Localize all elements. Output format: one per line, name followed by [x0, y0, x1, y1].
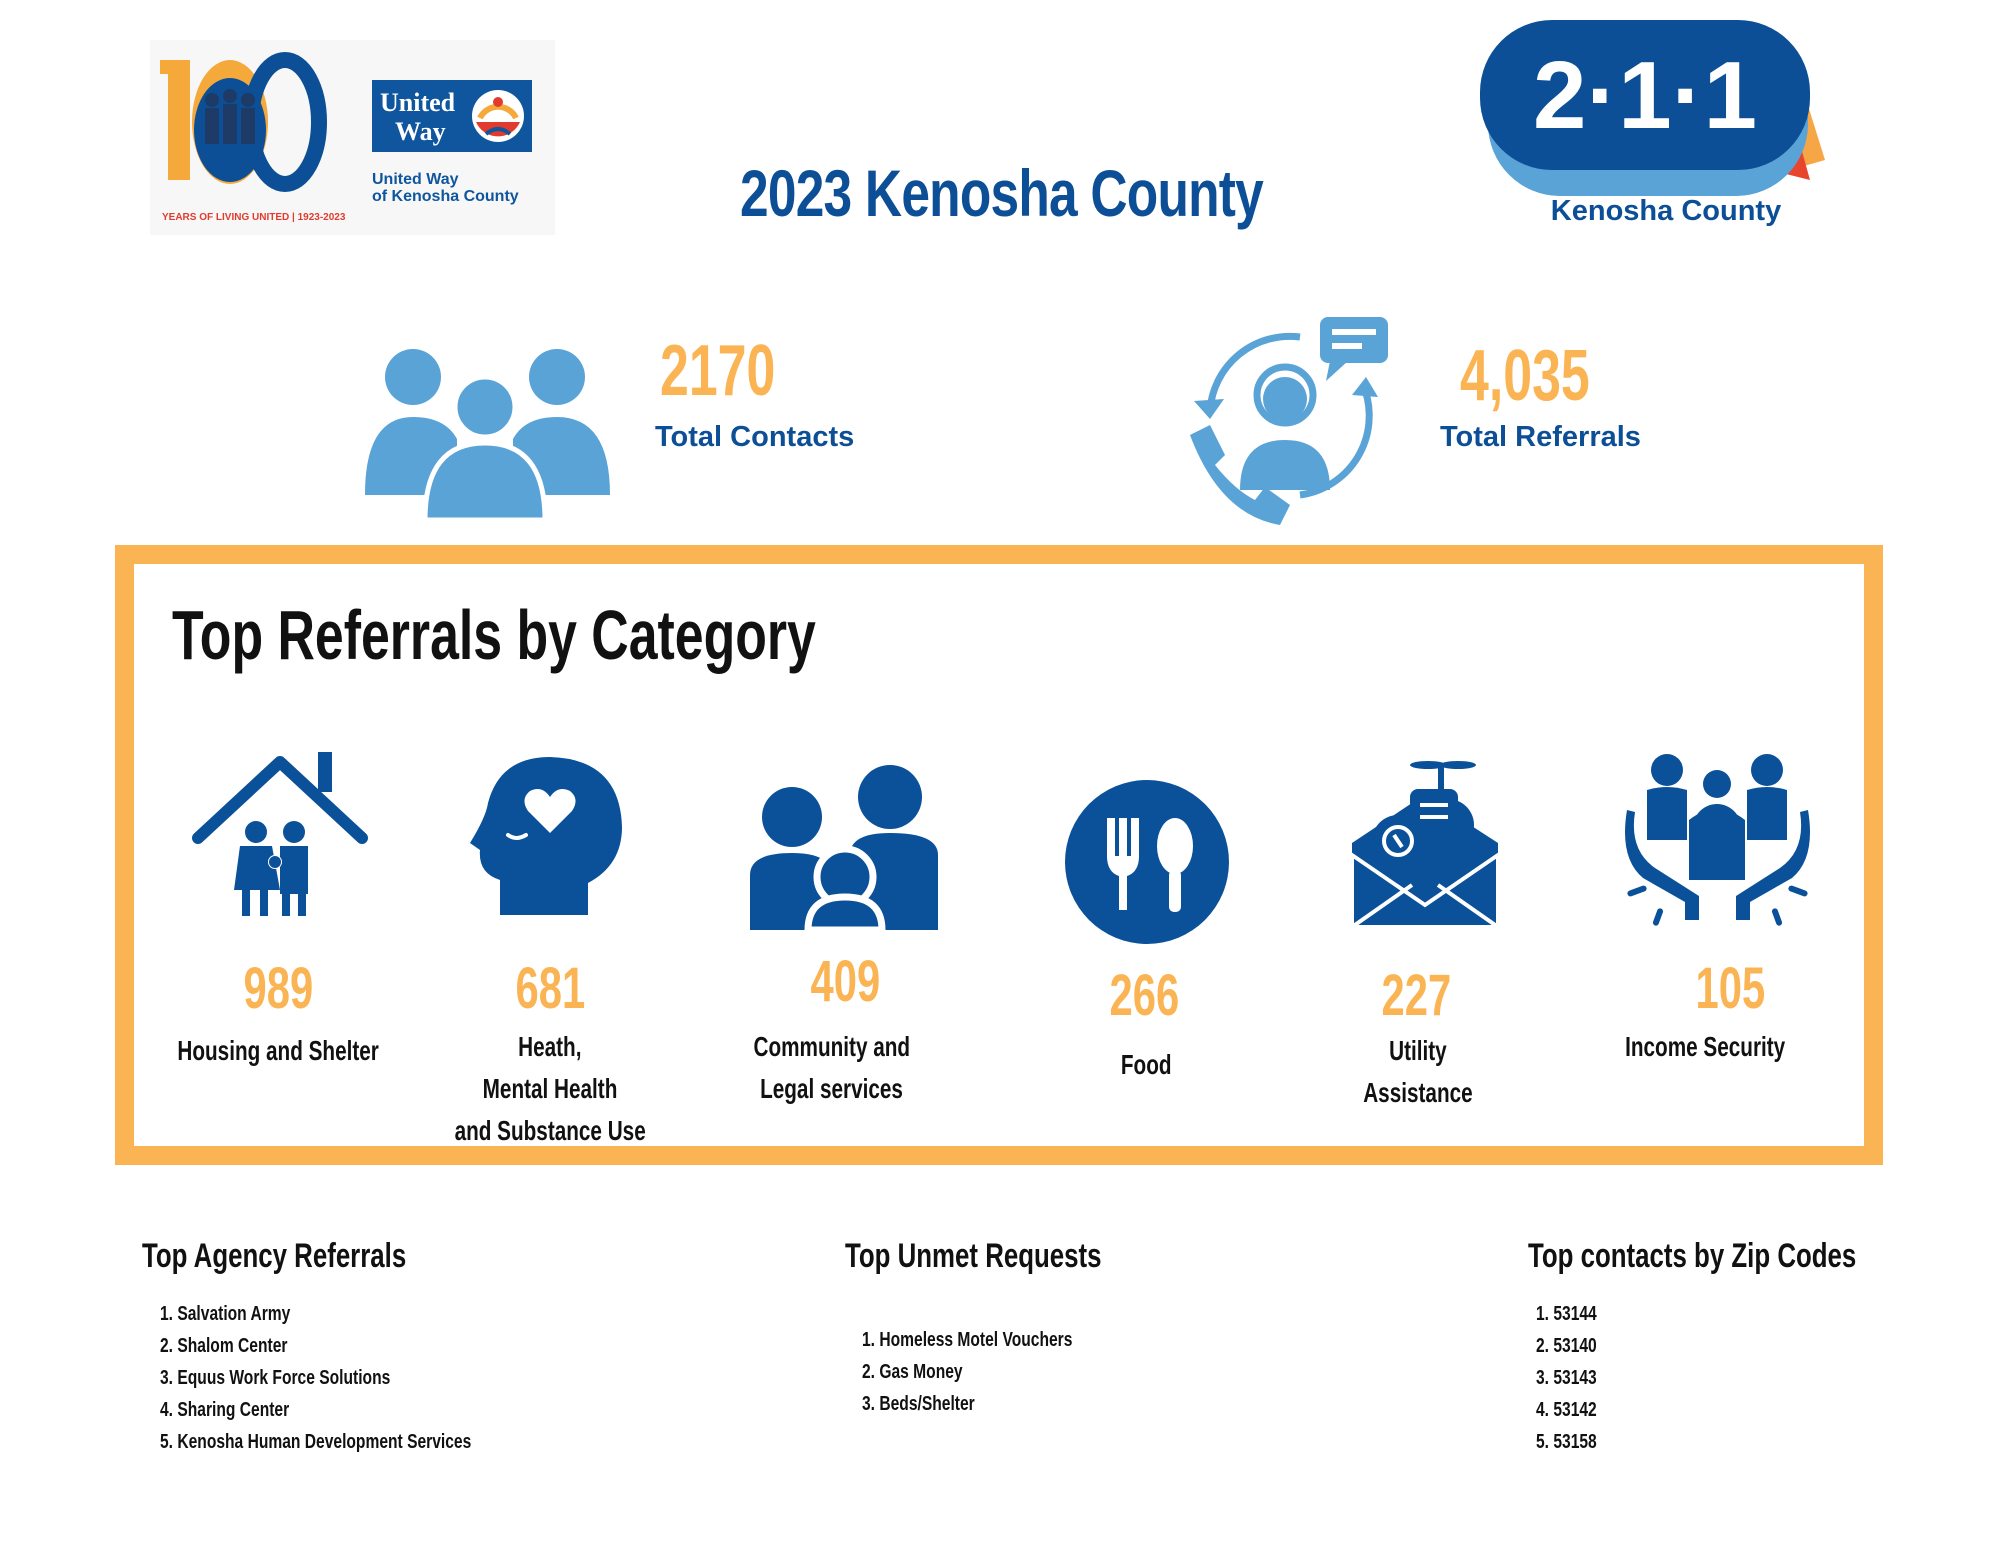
total-contacts-label: Total Contacts: [655, 421, 855, 453]
list-item: 3. 53143: [1536, 1367, 1597, 1389]
head-heart-icon: [470, 755, 625, 925]
list-item: 5. Kenosha Human Development Services: [160, 1431, 472, 1453]
zip-codes-list: 1. 53144 2. 53140 3. 53143 4. 53142 5. 5…: [1536, 1298, 1614, 1458]
unmet-requests-list: 1. Homeless Motel Vouchers 2. Gas Money …: [862, 1324, 1132, 1420]
people-group-icon: [365, 335, 610, 525]
united-way-logo-graphic: United Way United Way of Kenosha County …: [160, 52, 532, 223]
utility-envelope-icon: [1350, 755, 1500, 940]
list-item: 2. Gas Money: [862, 1361, 963, 1383]
top-referrals-panel: [115, 545, 1883, 1165]
uw-org-line1: United Way: [372, 171, 459, 188]
category-value-food: 266: [1109, 963, 1179, 1028]
list-item: 1. Salvation Army: [160, 1303, 291, 1325]
category-value-housing: 989: [243, 956, 313, 1021]
category-label-food: Food: [1120, 1049, 1172, 1080]
family-icon: [750, 765, 940, 935]
list-item: 5. 53158: [1536, 1431, 1597, 1453]
agency-referrals-title: Top Agency Referrals: [142, 1237, 407, 1275]
uw-brand-line2: Way: [395, 117, 446, 146]
category-value-utility: 227: [1381, 963, 1451, 1028]
logo-211-graphic: 2·1·1 Kenosha County: [1480, 20, 1825, 227]
fork-spoon-icon: [1065, 780, 1230, 950]
total-referrals-label: Total Referrals: [1440, 421, 1641, 453]
call-agent-icon: [1180, 315, 1395, 535]
uw-brand-line1: United: [380, 88, 456, 117]
list-item: 1. 53144: [1536, 1303, 1597, 1325]
list-item: 3. Equus Work Force Solutions: [160, 1367, 391, 1389]
united-way-100-years-logo: United Way United Way of Kenosha County …: [150, 40, 555, 235]
uw-org-line2: of Kenosha County: [372, 188, 519, 205]
list-item: 4. 53142: [1536, 1399, 1597, 1421]
category-value-income: 105: [1695, 956, 1765, 1021]
zip-codes-title: Top contacts by Zip Codes: [1528, 1237, 1857, 1275]
category-label-income: Income Security: [1624, 1031, 1786, 1062]
agency-referrals-list: 1. Salvation Army 2. Shalom Center 3. Eq…: [160, 1298, 559, 1458]
list-item: 2. 53140: [1536, 1335, 1597, 1357]
total-referrals-value: 4,035: [1460, 336, 1590, 416]
category-label-utility: Utility Assistance: [1363, 1035, 1473, 1108]
family-home-icon: [190, 750, 370, 925]
list-item: 3. Beds/Shelter: [862, 1393, 975, 1415]
total-contacts-value: 2170: [660, 331, 776, 411]
category-label-housing: Housing and Shelter: [177, 1035, 379, 1066]
logo-211: 2·1·1 Kenosha County: [1470, 20, 1850, 240]
logo-211-number: 2·1·1: [1533, 42, 1757, 149]
logo-211-county: Kenosha County: [1551, 195, 1781, 227]
list-item: 4. Sharing Center: [160, 1399, 290, 1421]
unmet-requests-title: Top Unmet Requests: [845, 1237, 1102, 1275]
list-item: 2. Shalom Center: [160, 1335, 288, 1357]
category-value-health: 681: [515, 956, 585, 1021]
category-label-community: Community and Legal services: [753, 1031, 911, 1104]
uw-years-text: YEARS OF LIVING UNITED | 1923-2023: [162, 212, 346, 223]
panel-title: Top Referrals by Category: [172, 596, 816, 674]
page-title: 2023 Kenosha County: [740, 156, 1264, 230]
category-value-community: 409: [810, 949, 880, 1014]
category-label-health: Heath, Mental Health and Substance Use: [454, 1031, 646, 1146]
list-item: 1. Homeless Motel Vouchers: [862, 1329, 1073, 1351]
hands-support-icon: [1625, 750, 1810, 935]
